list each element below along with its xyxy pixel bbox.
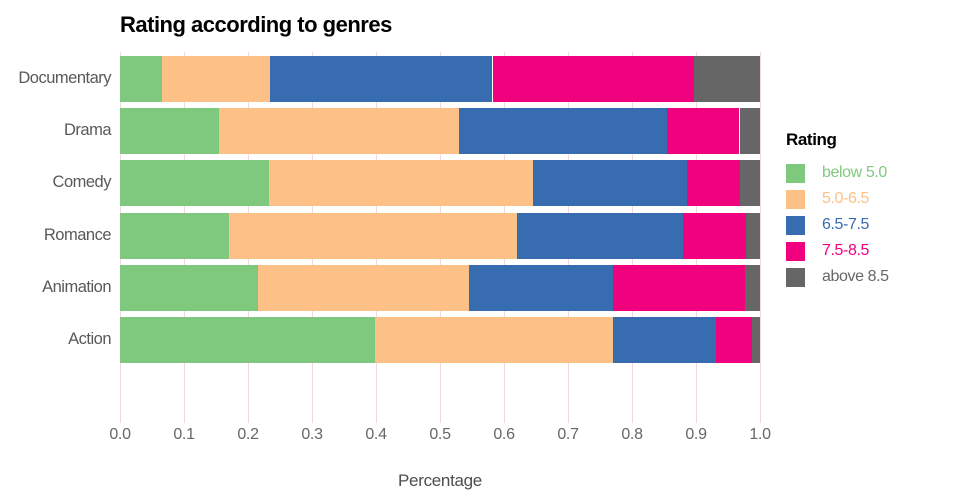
legend-item-label: above 8.5 xyxy=(822,268,889,285)
bar-segment xyxy=(268,160,534,207)
legend: Rating below 5.0 5.0-6.5 6.5-7.5 7.5-8.5 abo… xyxy=(786,130,956,290)
bar-segment xyxy=(120,264,258,311)
y-axis-label: Romance xyxy=(43,225,112,244)
legend-item: 7.5-8.5 xyxy=(786,238,956,264)
bar-segment xyxy=(745,264,760,311)
y-axis-label: Action xyxy=(68,330,111,348)
bar-segment xyxy=(229,212,517,259)
bar-segment xyxy=(715,317,753,363)
x-axis-tick-label: 0.9 xyxy=(685,426,707,443)
legend-swatch-icon xyxy=(786,163,805,183)
bar-segment xyxy=(120,212,230,259)
chart-title: Rating according to genres xyxy=(120,12,392,37)
legend-item-label: 6.5-7.5 xyxy=(822,216,870,233)
bar-segment xyxy=(752,317,760,363)
bar-segment xyxy=(687,160,740,207)
legend-swatch-icon xyxy=(786,267,805,287)
bar-row xyxy=(120,212,772,259)
x-axis-tick-label: 0.3 xyxy=(301,426,323,443)
legend-item-label: 7.5-8.5 xyxy=(822,242,870,259)
x-axis-tick-label: 0.4 xyxy=(365,426,387,443)
legend-swatch-icon xyxy=(786,215,805,235)
bar-segment xyxy=(161,56,271,102)
bar-segment xyxy=(219,108,460,155)
bar-segment xyxy=(667,108,740,155)
plot-area xyxy=(120,52,772,423)
x-axis-labels: 0.0 0.1 0.2 0.3 0.4 0.5 0.6 0.7 0.8 0.9 1.0 xyxy=(109,426,772,446)
bar-segment xyxy=(613,264,746,311)
legend-item: 6.5-7.5 xyxy=(786,212,956,238)
y-axis-label: Animation xyxy=(42,277,111,296)
x-axis-tick-label: 0.2 xyxy=(237,426,259,443)
bar-segment xyxy=(612,317,716,363)
bar-segment xyxy=(739,108,760,155)
x-axis-title: Percentage xyxy=(398,471,482,490)
bar-segment xyxy=(533,160,687,207)
bar-row xyxy=(120,160,772,207)
bar-row xyxy=(120,56,772,102)
x-axis-tick-label: 0.0 xyxy=(109,426,131,443)
bar-segment xyxy=(492,56,695,102)
bar-segment xyxy=(739,160,760,207)
y-axis-label: Comedy xyxy=(52,173,112,192)
bar-segment xyxy=(120,317,375,363)
bar-segment xyxy=(745,212,760,259)
legend-item: 5.0-6.5 xyxy=(786,186,956,212)
bar-segment xyxy=(468,264,614,311)
bar-segment xyxy=(120,160,269,207)
bar-segment xyxy=(120,56,162,102)
bar-segment xyxy=(516,212,684,259)
bar-segment xyxy=(459,108,668,155)
legend-swatch-icon xyxy=(786,189,805,209)
y-axis-labels: Documentary Drama Comedy Romance Animation Ac… xyxy=(0,52,111,423)
x-axis-tick-label: 0.8 xyxy=(621,426,643,443)
x-axis-tick-label: 0.5 xyxy=(429,426,451,443)
bar-row xyxy=(120,264,772,311)
bar-segment xyxy=(257,264,469,311)
legend-item: above 8.5 xyxy=(786,264,956,290)
bar-segment xyxy=(270,56,493,102)
legend-item: below 5.0 xyxy=(786,160,956,186)
bar-row xyxy=(120,108,772,155)
x-axis-tick-label: 0.7 xyxy=(557,426,579,443)
legend-items: below 5.0 5.0-6.5 6.5-7.5 7.5-8.5 above 8.5 xyxy=(786,160,956,290)
y-axis-label: Drama xyxy=(63,121,112,140)
bar-segment xyxy=(120,108,220,155)
legend-swatch-icon xyxy=(786,241,805,261)
legend-title: Rating xyxy=(786,130,837,149)
x-axis-tick-label: 0.1 xyxy=(173,426,195,443)
gridline xyxy=(760,52,761,423)
x-axis-tick-label: 1.0 xyxy=(749,426,771,443)
legend-item-label: 5.0-6.5 xyxy=(822,190,870,207)
bar-row xyxy=(120,317,772,363)
x-axis-tick-label: 0.6 xyxy=(493,426,515,443)
bar-segment xyxy=(694,56,760,102)
bar-segment xyxy=(374,317,613,363)
y-axis-label: Documentary xyxy=(18,69,111,87)
legend-item-label: below 5.0 xyxy=(822,164,887,181)
bar-segment xyxy=(683,212,746,259)
